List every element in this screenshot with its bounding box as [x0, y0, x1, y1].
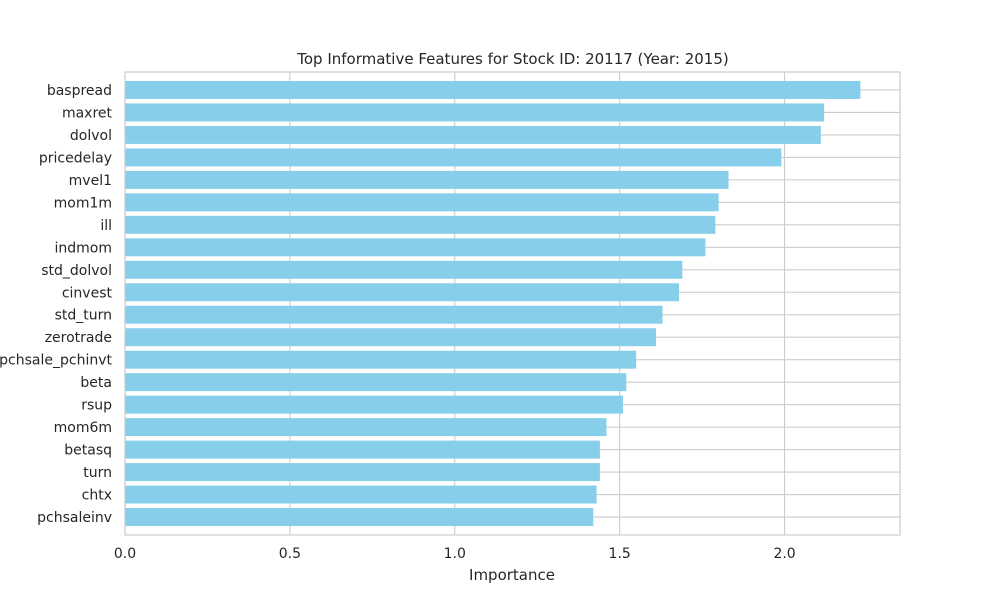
x-tick-label: 0.5 [279, 546, 301, 562]
y-tick-label: indmom [55, 240, 113, 256]
plot-frame [124, 71, 901, 536]
bar-baspread [125, 80, 861, 99]
bar-cinvest [125, 283, 680, 302]
x-axis-label: Importance [469, 566, 555, 584]
bar-std-dolvol [125, 260, 683, 279]
bar-dolvol [125, 125, 821, 144]
x-tick-labels: 0.0 0.5 1.0 1.5 2.0 [114, 546, 796, 562]
bar-mvel1 [125, 170, 729, 189]
y-tick-label: mom1m [54, 195, 112, 211]
chart-title: Top Informative Features for Stock ID: 2… [296, 50, 729, 68]
bar-betasq [125, 440, 600, 459]
y-tick-label: betasq [64, 443, 112, 459]
bar-pricedelay [125, 148, 782, 167]
x-tick-label: 1.5 [609, 546, 631, 562]
bar-rsup [125, 395, 623, 414]
y-tick-label: beta [80, 375, 112, 391]
y-tick-label: mom6m [54, 420, 112, 436]
bar-mom6m [125, 418, 607, 437]
bar-ill [125, 215, 716, 234]
y-tick-label: mvel1 [69, 173, 112, 189]
y-tick-label: std_turn [55, 308, 112, 324]
bars [125, 80, 861, 527]
y-tick-label: baspread [47, 83, 112, 99]
bar-maxret [125, 103, 825, 122]
y-tick-label: pchsale_pchinvt [0, 353, 113, 369]
bar-mom1m [125, 193, 719, 212]
y-tick-label: ill [100, 218, 112, 234]
bar-chtx [125, 485, 597, 504]
bar-pchsale-pchinvt [125, 350, 637, 369]
y-tick-labels: baspread maxret dolvol pricedelay mvel1 mom1m… [0, 83, 113, 526]
x-tick-label: 0.0 [114, 546, 136, 562]
y-tick-label: zerotrade [45, 330, 112, 346]
y-tick-label: rsup [81, 398, 112, 414]
x-tick-label: 1.0 [444, 546, 466, 562]
y-tick-label: maxret [62, 105, 113, 121]
bar-indmom [125, 238, 706, 257]
y-tick-label: dolvol [70, 128, 112, 144]
bar-zerotrade [125, 328, 656, 347]
y-tick-label: chtx [82, 488, 112, 504]
bar-std-turn [125, 305, 663, 324]
x-tick-label: 2.0 [773, 546, 795, 562]
bar-turn [125, 463, 600, 482]
bar-pchsaleinv [125, 508, 594, 527]
y-tick-label: pricedelay [39, 150, 112, 166]
y-tick-label: cinvest [62, 285, 113, 301]
y-tick-label: turn [83, 465, 112, 481]
bar-beta [125, 373, 627, 392]
y-tick-label: pchsaleinv [37, 510, 112, 526]
y-tick-label: std_dolvol [41, 263, 112, 279]
